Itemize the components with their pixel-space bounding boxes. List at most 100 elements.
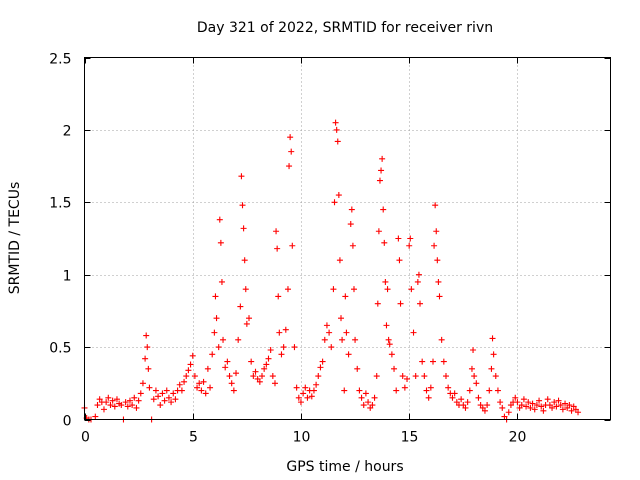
data-point <box>207 384 214 391</box>
data-point <box>414 278 421 285</box>
data-point <box>575 409 582 416</box>
data-point <box>241 257 248 264</box>
data-point <box>163 387 170 394</box>
data-point <box>258 373 265 380</box>
data-point <box>520 396 527 403</box>
data-point <box>224 358 231 365</box>
data-point <box>445 384 452 391</box>
data-point <box>286 163 293 170</box>
x-tick-labels: 0 5 10 15 20 <box>81 430 526 446</box>
data-point <box>168 399 175 406</box>
data-point <box>256 378 263 385</box>
data-point <box>233 370 240 377</box>
data-point <box>549 404 556 411</box>
data-point <box>143 332 150 339</box>
data-point <box>328 344 335 351</box>
data-point <box>330 286 337 293</box>
data-point <box>250 373 257 380</box>
data-point <box>319 358 326 365</box>
data-point <box>310 387 317 394</box>
data-point <box>376 177 383 184</box>
data-point <box>198 387 205 394</box>
data-point <box>103 399 110 406</box>
data-point <box>468 365 475 372</box>
data-point <box>341 387 348 394</box>
data-point <box>382 278 389 285</box>
data-point <box>300 390 307 397</box>
data-point <box>433 228 440 235</box>
data-point <box>145 365 152 372</box>
data-point <box>384 286 391 293</box>
data-point <box>427 384 434 391</box>
data-point <box>267 346 274 353</box>
data-point <box>396 257 403 264</box>
x-tick-label: 5 <box>189 430 198 446</box>
data-point <box>287 134 294 141</box>
data-point <box>536 397 543 404</box>
data-point <box>280 344 287 351</box>
y-tick-label: 2 <box>63 124 72 140</box>
data-point <box>421 373 428 380</box>
data-point <box>144 344 151 351</box>
plot-frame <box>84 57 611 420</box>
data-point <box>323 322 330 329</box>
data-point <box>133 404 140 411</box>
data-point <box>204 365 211 372</box>
data-point <box>326 329 333 336</box>
data-point <box>514 399 521 406</box>
data-point <box>435 278 442 285</box>
data-point <box>356 387 363 394</box>
data-point <box>226 373 233 380</box>
x-tick-label: 0 <box>81 430 90 446</box>
data-point <box>111 403 118 410</box>
data-point <box>438 336 445 343</box>
data-point <box>317 364 324 371</box>
data-point <box>412 373 419 380</box>
data-point <box>275 293 282 300</box>
data-point <box>293 384 300 391</box>
data-point <box>385 336 392 343</box>
data-point <box>525 399 532 406</box>
data-point <box>243 320 250 327</box>
data-point <box>381 239 388 246</box>
data-point <box>118 402 125 409</box>
data-point <box>410 329 417 336</box>
x-tick-label: 20 <box>509 430 527 446</box>
data-point <box>419 358 426 365</box>
data-point <box>308 393 315 400</box>
data-point <box>374 300 381 307</box>
data-point <box>568 407 575 414</box>
data-point <box>349 242 356 249</box>
data-point <box>505 409 512 416</box>
data-point <box>242 286 249 293</box>
data-point <box>142 355 149 362</box>
data-point <box>100 406 107 413</box>
data-point <box>295 394 302 401</box>
data-point <box>137 390 144 397</box>
y-axis-label: SRMTID / TECUs <box>7 182 23 295</box>
data-point <box>486 387 493 394</box>
data-point <box>338 315 345 322</box>
data-point <box>202 390 209 397</box>
data-point <box>107 402 114 409</box>
data-point <box>406 242 413 249</box>
x-axis-label: GPS time / hours <box>286 459 403 475</box>
y-tick-label: 0 <box>63 414 72 430</box>
data-point <box>343 329 350 336</box>
data-point <box>336 257 343 264</box>
data-point <box>365 399 372 406</box>
data-point <box>150 396 157 403</box>
data-point <box>189 352 196 359</box>
data-point <box>470 346 477 353</box>
data-point <box>181 378 188 385</box>
data-point <box>391 365 398 372</box>
data-point <box>553 403 560 410</box>
data-point <box>399 373 406 380</box>
data-point <box>170 390 177 397</box>
data-point <box>238 173 245 180</box>
data-point <box>529 400 536 407</box>
data-point <box>488 365 495 372</box>
data-point <box>464 399 471 406</box>
data-point <box>212 293 219 300</box>
